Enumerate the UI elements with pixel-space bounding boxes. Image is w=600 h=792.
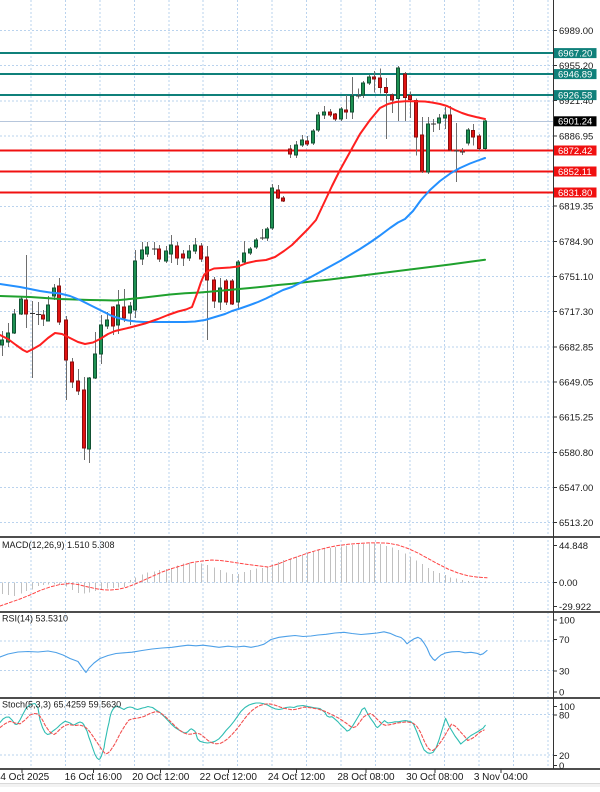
svg-text:100: 100 [559,616,575,627]
svg-text:20 Oct 12:00: 20 Oct 12:00 [132,772,190,783]
svg-text:20: 20 [559,751,570,762]
svg-text:6926.58: 6926.58 [558,90,592,101]
svg-text:6580.80: 6580.80 [559,448,593,459]
svg-text:6946.89: 6946.89 [558,69,592,80]
svg-text:28 Oct 08:00: 28 Oct 08:00 [337,772,395,783]
svg-text:70: 70 [559,635,570,646]
svg-text:6819.35: 6819.35 [559,202,593,213]
svg-text:6852.11: 6852.11 [558,167,592,178]
svg-text:0: 0 [559,687,564,698]
svg-text:MACD(12,26,9) 1.510 5.308: MACD(12,26,9) 1.510 5.308 [2,540,115,550]
svg-text:6682.85: 6682.85 [559,343,593,354]
svg-text:24 Oct 12:00: 24 Oct 12:00 [268,772,326,783]
svg-text:6886.95: 6886.95 [559,132,593,143]
svg-text:6955.20: 6955.20 [559,61,593,72]
svg-text:100: 100 [559,702,575,713]
svg-text:6831.80: 6831.80 [558,188,592,199]
svg-text:6901.24: 6901.24 [558,117,592,128]
svg-text:6547.00: 6547.00 [559,483,593,494]
svg-text:0: 0 [559,761,564,772]
svg-text:6717.30: 6717.30 [559,307,593,318]
svg-text:6989.00: 6989.00 [559,26,593,37]
svg-text:3 Nov 04:00: 3 Nov 04:00 [474,772,528,783]
svg-text:6649.05: 6649.05 [559,378,593,389]
svg-text:30: 30 [559,667,570,678]
svg-text:Stoch(5,3,3) 65.4259 59.5630: Stoch(5,3,3) 65.4259 59.5630 [2,700,121,710]
svg-text:22 Oct 12:00: 22 Oct 12:00 [200,772,258,783]
svg-text:6751.10: 6751.10 [559,272,593,283]
svg-text:-29.922: -29.922 [559,602,591,613]
svg-text:80: 80 [559,711,570,722]
svg-text:6513.20: 6513.20 [559,518,593,529]
svg-text:6921.40: 6921.40 [559,96,593,107]
svg-text:16 Oct 16:00: 16 Oct 16:00 [65,772,123,783]
svg-text:RSI(14) 53.5310: RSI(14) 53.5310 [2,614,68,624]
svg-text:44.848: 44.848 [559,541,588,552]
svg-text:6872.42: 6872.42 [558,146,592,157]
svg-text:6967.20: 6967.20 [558,48,592,59]
svg-text:6784.90: 6784.90 [559,237,593,248]
svg-text:30 Oct 08:00: 30 Oct 08:00 [406,772,464,783]
svg-text:0.00: 0.00 [559,578,578,589]
svg-text:14 Oct 2025: 14 Oct 2025 [0,772,50,783]
svg-text:6615.25: 6615.25 [559,412,593,423]
